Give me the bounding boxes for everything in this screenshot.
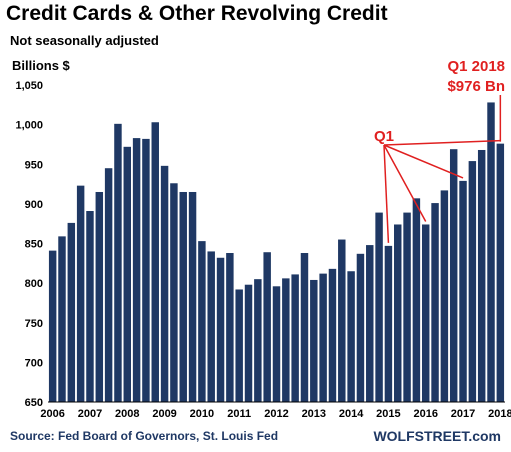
x-tick-label: 2012 <box>264 408 288 420</box>
bar <box>300 253 309 402</box>
bar <box>338 239 346 402</box>
bar <box>282 278 290 402</box>
bar <box>449 149 458 402</box>
bar <box>216 257 225 402</box>
bar <box>496 143 505 402</box>
chart-subtitle: Not seasonally adjusted <box>10 33 159 48</box>
x-tick-label: 2007 <box>78 408 102 420</box>
bar <box>328 268 337 402</box>
x-tick-label: 2011 <box>227 408 251 420</box>
q1-pointer-line <box>383 144 427 222</box>
bar <box>151 122 159 402</box>
bar <box>226 253 234 402</box>
bar <box>160 165 169 402</box>
bar <box>384 245 393 402</box>
y-tick-label: 650 <box>25 397 43 409</box>
bar <box>244 284 253 402</box>
latest-annotation-line1: Q1 2018 <box>447 58 505 75</box>
bar <box>347 271 355 402</box>
x-tick-label: 2009 <box>152 408 176 420</box>
bar <box>412 198 421 402</box>
x-tick-label: 2014 <box>339 408 364 420</box>
bar <box>421 224 430 402</box>
bar <box>198 241 206 402</box>
bar <box>76 185 85 402</box>
y-tick-label: 1,050 <box>15 80 43 92</box>
x-tick-label: 2015 <box>376 408 400 420</box>
x-tick-label: 2010 <box>190 408 214 420</box>
bar <box>291 274 299 402</box>
bar <box>459 180 467 402</box>
bar <box>48 250 57 402</box>
bar <box>179 191 187 402</box>
bar <box>132 138 141 402</box>
bar <box>142 138 150 402</box>
bar <box>468 161 477 402</box>
bar <box>104 168 113 402</box>
latest-annotation-line2: $976 Bn <box>447 78 505 95</box>
bar <box>403 212 411 402</box>
y-tick-label: 900 <box>25 199 43 211</box>
bar <box>67 222 76 402</box>
y-tick-label: 950 <box>25 159 43 171</box>
chart-title: Credit Cards & Other Revolving Credit <box>6 2 388 25</box>
q1-pointer-line <box>383 139 501 146</box>
y-tick-label: 800 <box>25 278 43 290</box>
bar <box>254 279 262 402</box>
x-tick-label: 2017 <box>451 408 475 420</box>
bar <box>431 203 439 402</box>
bar <box>86 211 94 402</box>
y-tick-label: 700 <box>25 357 43 369</box>
bar <box>477 149 486 402</box>
bar <box>207 251 215 402</box>
x-tick-label: 2013 <box>302 408 326 420</box>
bar <box>487 102 495 402</box>
x-tick-label: 2016 <box>413 408 437 420</box>
x-tick-label: 2006 <box>40 408 64 420</box>
bar <box>170 183 178 402</box>
bar <box>123 146 131 402</box>
y-tick-label: 1,000 <box>15 120 43 132</box>
y-axis-unit-label: Billions $ <box>12 58 70 73</box>
bar <box>356 253 365 402</box>
x-tick-label: 2008 <box>115 408 139 420</box>
bar <box>95 191 104 402</box>
bar <box>272 286 281 402</box>
x-tick-label: 2018 <box>488 408 511 420</box>
q1-pointer-line <box>383 144 464 179</box>
bar <box>375 212 383 402</box>
bar <box>263 252 271 402</box>
bar <box>188 191 197 402</box>
bar <box>235 289 243 402</box>
bar <box>114 123 122 402</box>
brand-logo-text: WOLFSTREET.com <box>373 428 501 444</box>
bar <box>310 279 318 402</box>
q1-annotation-label: Q1 <box>374 128 394 145</box>
bar <box>319 273 327 402</box>
bar <box>366 245 374 402</box>
source-note: Source: Fed Board of Governors, St. Loui… <box>10 429 279 443</box>
bar <box>394 224 402 402</box>
bar <box>58 236 66 402</box>
y-tick-label: 850 <box>25 239 43 251</box>
q1-pointer-line <box>383 144 390 243</box>
bar <box>440 190 449 402</box>
y-tick-label: 750 <box>25 318 43 330</box>
